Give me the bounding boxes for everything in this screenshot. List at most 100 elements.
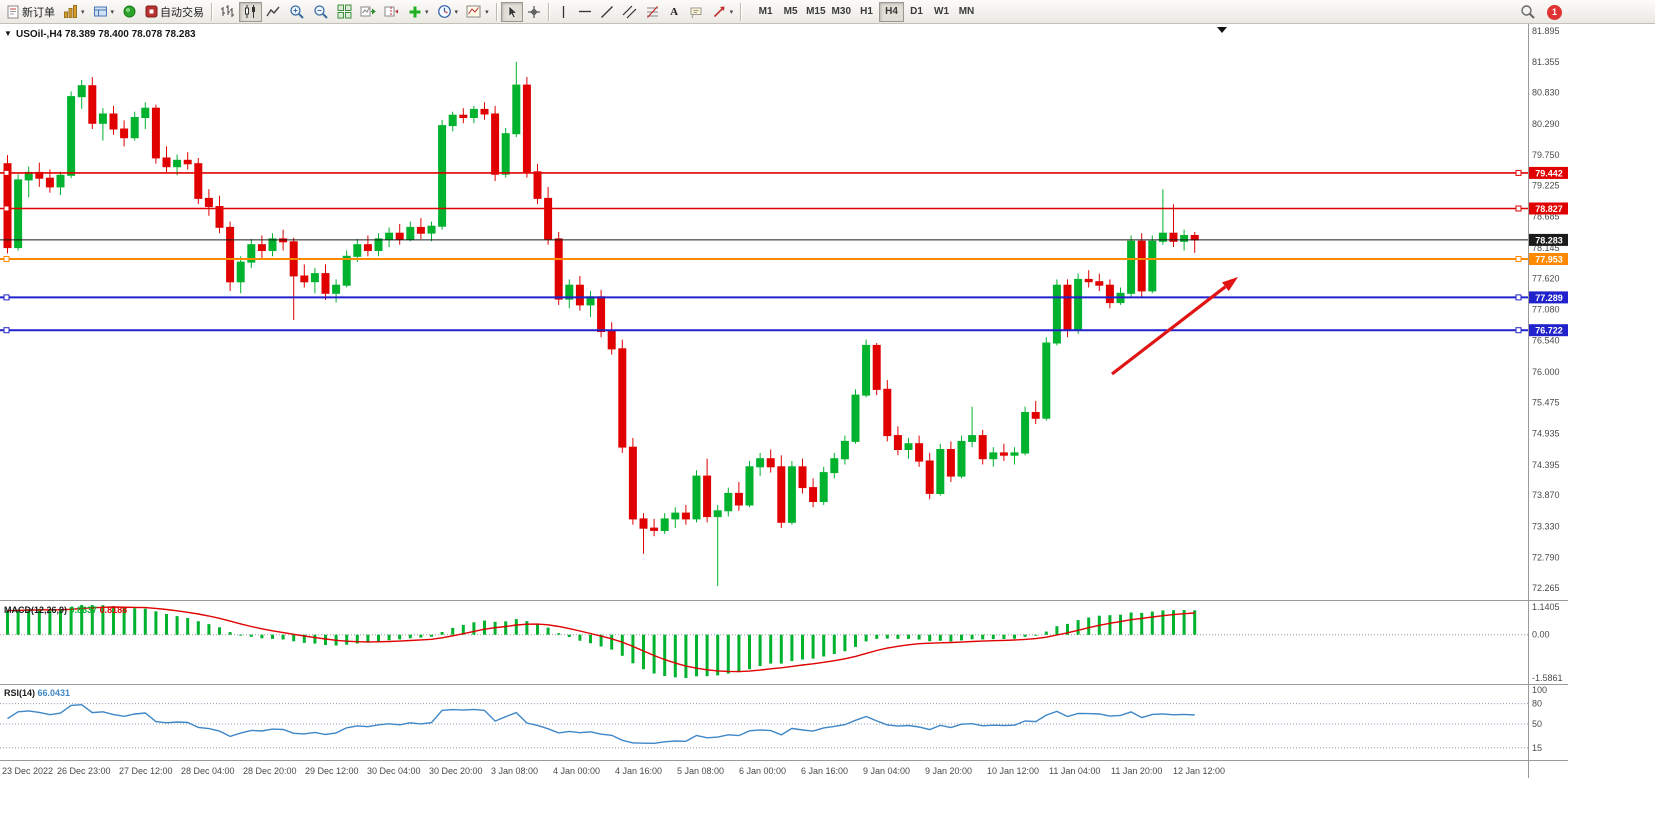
price-tick: 81.355 [1532, 57, 1560, 67]
macd-bar [122, 607, 126, 635]
horizontal-line-button[interactable] [574, 2, 596, 22]
time-tick: 5 Jan 08:00 [677, 766, 724, 776]
crosshair-button[interactable] [523, 2, 545, 22]
candle [88, 77, 97, 129]
candle [173, 154, 182, 176]
text-tool-button[interactable]: A [664, 2, 685, 22]
candle [872, 343, 881, 396]
auto-trading-button[interactable]: 自动交易 [141, 2, 208, 22]
data-window-button[interactable] [118, 2, 141, 22]
price-tick: 74.395 [1532, 460, 1560, 470]
svg-text:76.722: 76.722 [1535, 326, 1563, 336]
time-tick: 10 Jan 12:00 [987, 766, 1039, 776]
profiles-button[interactable]: ▾ [89, 2, 119, 22]
new-order-button[interactable]: 新订单 [2, 2, 59, 22]
line-handle[interactable] [3, 256, 10, 262]
trend-arrow-head[interactable] [1222, 277, 1238, 292]
arrows-tool-button[interactable]: ▾ [708, 2, 738, 22]
price-tick: 80.830 [1532, 88, 1560, 98]
auto-scroll-button[interactable] [356, 2, 380, 22]
notification-badge[interactable]: 1 [1547, 4, 1562, 20]
macd-bar [101, 605, 105, 635]
new-chart-button[interactable]: ▾ [59, 2, 89, 22]
line-handle[interactable] [3, 327, 10, 334]
macd-bar [695, 634, 698, 677]
candle [321, 264, 330, 300]
macd-bar [408, 634, 412, 639]
cursor-button[interactable] [500, 1, 523, 22]
macd-bar [69, 607, 73, 635]
timeframe-mn-button[interactable]: MN [954, 2, 979, 22]
bar-chart-button[interactable] [216, 2, 239, 22]
candle [1042, 337, 1051, 421]
line-handle[interactable] [3, 294, 10, 301]
macd-bar [112, 606, 115, 635]
horizontal-line[interactable] [0, 294, 1528, 301]
quick-trade-arrow-icon[interactable]: ▼ [4, 29, 12, 38]
time-tick: 6 Jan 16:00 [801, 766, 848, 776]
template-icon [466, 5, 481, 18]
search-button[interactable] [1516, 2, 1540, 22]
timeframe-h4-button[interactable]: H4 [879, 1, 904, 22]
chart-shift-button[interactable] [380, 2, 404, 22]
macd-bar [1002, 634, 1006, 639]
tile-windows-button[interactable] [333, 2, 356, 22]
trendline-button[interactable] [596, 2, 618, 22]
price-tick: 78.145 [1532, 243, 1560, 253]
line-handle[interactable] [1515, 294, 1522, 301]
timeframe-h1-button[interactable]: H1 [854, 2, 879, 22]
vertical-line-button[interactable] [553, 2, 574, 22]
indicators-plus-icon [409, 6, 421, 17]
horizontal-line[interactable] [0, 256, 1528, 262]
line-handle[interactable] [3, 205, 10, 212]
price-tick: 76.540 [1532, 336, 1560, 346]
macd-bar [1087, 617, 1091, 635]
macd-bar [578, 634, 582, 641]
timeframe-m15-button[interactable]: M15 [803, 2, 828, 22]
macd-bar [504, 621, 508, 635]
macd-bar [1108, 615, 1112, 635]
candle [491, 105, 500, 182]
macd-bar [366, 634, 370, 643]
dropdown-caret-icon: ▾ [485, 8, 489, 16]
line-handle[interactable] [3, 169, 10, 176]
svg-text:79.442: 79.442 [1535, 168, 1563, 178]
line-handle[interactable] [1515, 205, 1522, 212]
horizontal-line[interactable] [0, 205, 1528, 212]
chart-background [0, 24, 1655, 826]
fibonacci-button[interactable] [641, 2, 664, 22]
templates-button[interactable]: ▾ [462, 2, 493, 22]
horizontal-line[interactable] [0, 169, 1528, 176]
macd-bar [271, 634, 274, 639]
price-tick: 73.870 [1532, 490, 1560, 500]
periods-button[interactable]: ▾ [433, 2, 463, 22]
price-tick: 79.750 [1532, 150, 1560, 160]
timeframe-m5-button[interactable]: M5 [778, 2, 803, 22]
indicators-button[interactable]: ▾ [404, 2, 433, 22]
candle [109, 105, 118, 135]
timeframe-w1-button[interactable]: W1 [929, 2, 954, 22]
candle [554, 232, 563, 305]
macd-bar [196, 621, 200, 635]
price-tag: 78.827 [1529, 202, 1568, 215]
label-tool-button[interactable] [685, 2, 708, 22]
horizontal-line[interactable] [0, 327, 1528, 334]
timeframe-m1-button[interactable]: M1 [753, 2, 778, 22]
zoom-in-button[interactable] [285, 2, 309, 22]
candlestick-button[interactable] [239, 1, 263, 22]
time-tick: 23 Dec 2022 [2, 766, 53, 776]
macd-bar [854, 634, 857, 647]
line-handle[interactable] [1515, 327, 1522, 334]
candle [469, 105, 478, 124]
line-handle[interactable] [1515, 256, 1522, 262]
line-chart-button[interactable] [262, 2, 285, 22]
zoom-out-button[interactable] [309, 2, 333, 22]
chart-shift-marker[interactable] [1217, 27, 1227, 33]
timeframe-d1-button[interactable]: D1 [904, 2, 929, 22]
timeframe-m30-button[interactable]: M30 [829, 2, 854, 22]
macd-bar [642, 634, 645, 670]
trend-arrow[interactable] [1111, 285, 1227, 376]
line-handle[interactable] [1515, 169, 1522, 176]
channel-button[interactable] [618, 2, 641, 22]
candle [575, 276, 584, 311]
